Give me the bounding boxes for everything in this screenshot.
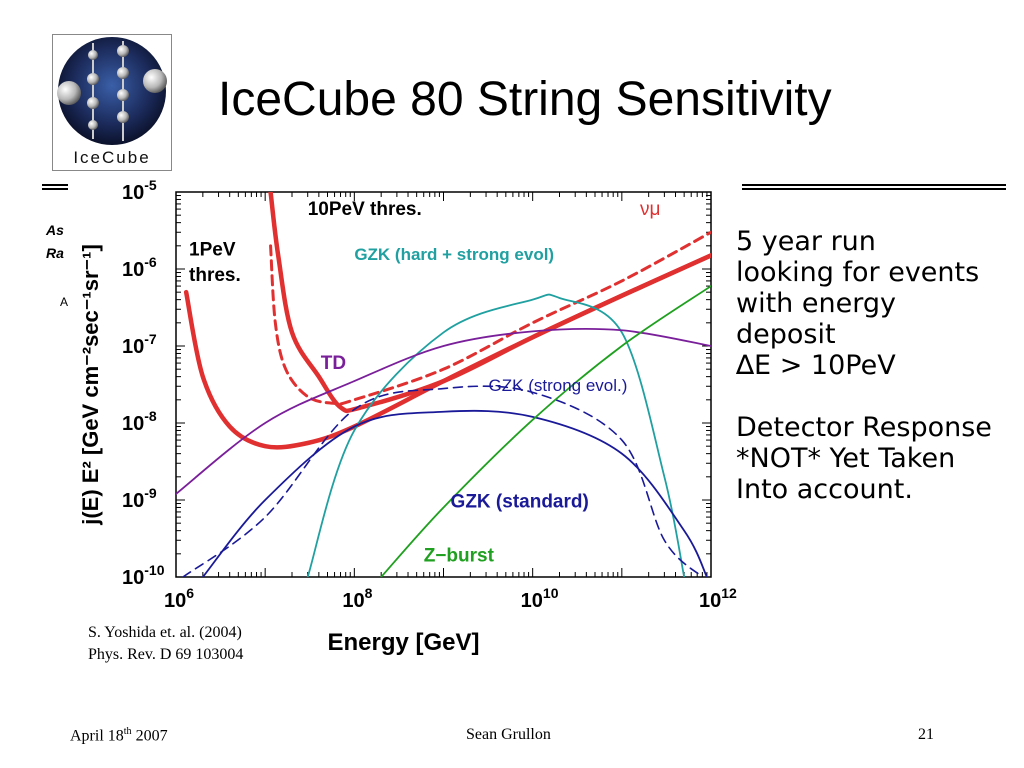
y-tick-label: 10-9 (122, 485, 157, 512)
title-rule-right (742, 184, 1006, 192)
chart-svg: 106 108 1010 1012 10-5 10-6 10-7 10-8 10-9 10-10 E… (78, 177, 737, 656)
x-tick-label: 1012 (699, 585, 737, 612)
series-line (182, 385, 704, 577)
notes-line: *NOT* Yet Taken (736, 443, 956, 474)
series-line (201, 409, 708, 577)
chart-annotation: νμ (640, 199, 660, 220)
notes-line: ∆E > 10PeV (736, 350, 896, 381)
notes-line: 5 year run (736, 226, 876, 257)
slide-title: IceCube 80 String Sensitivity (218, 73, 832, 126)
y-tick-label: 10-7 (122, 331, 157, 358)
chart-annotation: thres. (189, 265, 241, 286)
chart-annotation: GZK (strong evol.) (489, 376, 628, 395)
series-line (380, 285, 711, 577)
notes-spacer (736, 381, 1024, 412)
citation: S. Yoshida et. al. (2004) Phys. Rev. D 6… (88, 622, 243, 666)
hidden-text-fragment: As (46, 222, 64, 238)
series-line (268, 192, 711, 414)
y-axis-label: j(E) E² [GeV cm⁻²sec⁻¹sr⁻¹] (78, 244, 103, 526)
footer-author: Sean Grullon (466, 726, 551, 743)
icecube-logo: IceCube (52, 34, 172, 171)
icecube-logo-graphic (57, 37, 167, 145)
x-tick-label: 1010 (521, 585, 559, 612)
series-line (306, 293, 686, 577)
chart-annotation: 10PeV thres. (308, 199, 422, 220)
x-axis-label: Energy [GeV] (327, 629, 479, 656)
chart-annotation: GZK (hard + strong evol) (354, 245, 554, 264)
y-tick-label: 10-10 (122, 562, 165, 589)
x-tick-label: 106 (164, 585, 194, 612)
chart-annotation: Z−burst (424, 545, 495, 566)
citation-line: Phys. Rev. D 69 103004 (88, 646, 244, 663)
y-tick-label: 10-8 (122, 408, 157, 435)
notes-line: deposit (736, 319, 836, 350)
notes-line: Into account. (736, 474, 913, 505)
series-line (269, 230, 711, 406)
hidden-text-fragment: A (60, 295, 69, 309)
x-tick-label: 108 (342, 585, 372, 612)
chart-annotation: TD (321, 353, 346, 374)
title-rule-left (42, 184, 68, 192)
logo-wordmark: IceCube (73, 148, 151, 167)
citation-line: S. Yoshida et. al. (2004) (88, 624, 242, 641)
plot-frame (175, 191, 712, 578)
chart-annotation: GZK (standard) (451, 491, 589, 512)
footer-page-number: 21 (918, 726, 934, 743)
notes-block: 5 year run looking for events with energ… (736, 226, 1024, 505)
series-group (176, 192, 711, 577)
hidden-text-fragment: Ra (46, 245, 64, 261)
y-tick-label: 10-5 (122, 177, 157, 204)
sensitivity-chart: 106 108 1010 1012 10-5 10-6 10-7 10-8 10-9 10-10 E… (70, 175, 745, 670)
notes-line: Detector Response (736, 412, 992, 443)
y-tick-label: 10-6 (122, 254, 157, 281)
footer-date: April 18th 2007 (70, 726, 168, 745)
notes-line: with energy (736, 288, 896, 319)
notes-line: looking for events (736, 257, 980, 288)
series-line (176, 327, 711, 495)
chart-annotation: 1PeV (189, 239, 236, 260)
